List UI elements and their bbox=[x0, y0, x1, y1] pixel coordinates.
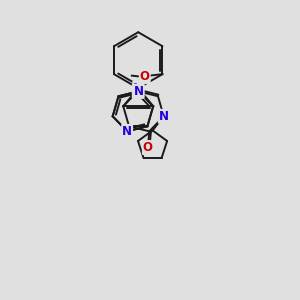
Text: O: O bbox=[143, 141, 153, 154]
Text: N: N bbox=[133, 85, 143, 98]
Text: N: N bbox=[159, 110, 169, 123]
Text: N: N bbox=[122, 125, 132, 138]
Text: O: O bbox=[140, 70, 150, 83]
Text: N: N bbox=[134, 85, 144, 98]
Text: N: N bbox=[133, 82, 143, 95]
